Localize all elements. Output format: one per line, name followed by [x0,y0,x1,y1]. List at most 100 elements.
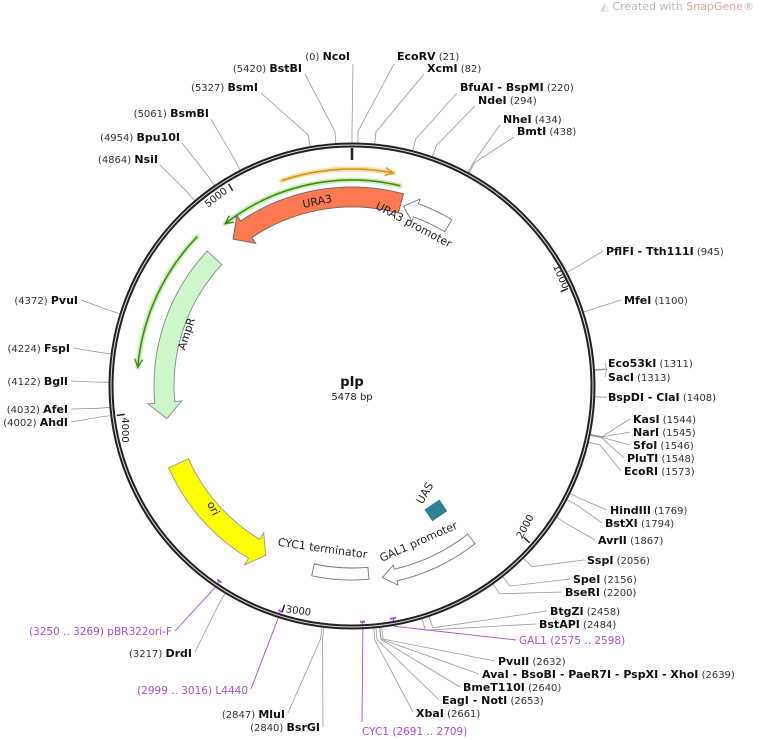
tick-mark [560,287,569,293]
enzyme-label[interactable]: XbaI (2661) [416,707,480,720]
enzyme-label[interactable]: NarI (1545) [633,426,696,439]
enzyme-label[interactable]: EagI - NotI (2653) [442,694,544,707]
enzyme-name: HindIII [610,504,651,517]
enzyme-leader-line [70,380,110,383]
enzyme-leader-line [381,627,496,662]
feature-label: URA3 [301,192,333,211]
enzyme-position: (2639) [702,670,735,681]
primer-mark [389,616,397,620]
enzyme-name: EcoRV [397,50,436,63]
enzyme-label[interactable]: (3217) DrdI [129,647,192,660]
enzyme-label[interactable]: Eco53kI (1311) [608,357,693,370]
enzyme-label[interactable]: EcoRV (21) [397,50,459,63]
enzyme-label[interactable]: (4032) AfeI [7,403,68,416]
enzyme-leader-line [351,63,354,143]
enzyme-label[interactable]: (4372) PvuI [14,294,78,307]
green-feature-arrow[interactable] [224,179,401,225]
tick-mark [523,536,531,544]
enzyme-leader-line [322,627,325,728]
enzyme-label[interactable]: MfeI (1100) [624,294,688,307]
enzyme-name: SpeI [573,573,600,586]
enzyme-label[interactable]: SpeI (2156) [573,573,637,586]
enzyme-leader-line [374,73,425,145]
enzyme-label[interactable]: (4122) BglI [7,375,68,388]
enzyme-label[interactable]: BmtI (438) [517,125,576,138]
enzyme-label[interactable]: (5327) BsmI [191,81,258,94]
enzyme-label[interactable]: BstAPI (2484) [539,618,616,631]
enzyme-label[interactable]: KasI (1544) [633,413,696,426]
enzyme-position: (4864) [98,155,131,166]
enzyme-label[interactable]: AvrII (1867) [598,534,663,547]
uas-box[interactable] [424,499,448,522]
enzyme-label[interactable]: XcmI (82) [427,62,481,75]
enzyme-name: BfuAI - BspMI [460,81,544,94]
plasmid-length: 5478 bp [331,392,372,403]
enzyme-position: (2200) [603,588,636,599]
enzyme-label[interactable]: (4954) Bpu10I [100,131,180,144]
enzyme-label[interactable]: (4002) AhdI [3,416,68,429]
enzyme-label[interactable]: (2847) MluI [222,708,285,721]
ori-arrow[interactable] [167,458,267,566]
enzyme-label[interactable]: BspDI - ClaI (1408) [608,391,716,404]
ura3-arrow[interactable] [232,186,405,245]
enzyme-leader-line [428,610,548,629]
enzyme-label[interactable]: NheI (434) [503,113,562,126]
enzyme-leader-line [379,627,461,688]
enzyme-name: PluTI [627,452,658,465]
enzyme-name: DrdI [165,647,192,660]
enzyme-name: PvuII [498,655,529,668]
enzyme-label[interactable]: NdeI (294) [478,94,537,107]
enzyme-position: (294) [510,96,537,107]
enzyme-position: (1546) [661,441,694,452]
enzyme-label[interactable]: BfuAI - BspMI (220) [460,81,574,94]
enzyme-position: (4954) [100,133,133,144]
enzyme-leader-line [583,299,622,313]
enzyme-label[interactable]: BseRI (2200) [565,586,637,599]
enzyme-label[interactable]: (0) NcoI [305,50,350,63]
enzyme-name: KasI [633,413,660,426]
enzyme-label[interactable]: PvuII (2632) [498,655,566,668]
primer-label[interactable]: (2999 .. 3016) L4440 [137,685,248,697]
primer-label[interactable]: CYC1 (2691 .. 2709) [362,726,467,738]
ampr-arrow[interactable] [146,250,223,420]
enzyme-position: (1545) [662,428,695,439]
enzyme-name: BmeT110I [463,681,525,694]
ampr-green-arrow[interactable] [137,236,198,368]
primer-mark [216,578,223,584]
orange-feature-arrow[interactable] [281,168,394,182]
enzyme-label[interactable]: (5061) BsmBI [134,107,209,120]
enzyme-label[interactable]: EcoRI (1573) [624,465,695,478]
labels: (0) NcoI(5420) BstBI (5327) BsmI (5061) Bs… [3,50,735,738]
enzyme-position: (3217) [129,649,162,660]
enzyme-label[interactable]: (4864) NsiI [98,153,158,166]
enzyme-position: (5420) [233,64,266,75]
enzyme-label[interactable]: PluTI (1548) [627,452,695,465]
enzyme-leader-line [467,124,501,173]
enzyme-label[interactable]: (4224) FspI [8,342,70,355]
enzyme-position: (2640) [528,683,561,694]
gal1-promoter-arrow[interactable] [381,533,476,586]
enzyme-position: (1769) [654,506,687,517]
enzyme-label[interactable]: SacI (1313) [608,371,671,384]
enzyme-label[interactable]: PflFI - Tth111I (945) [606,245,724,258]
enzyme-label[interactable]: AvaI - BsoBI - PaeR7I - PspXI - XhoI (26… [482,668,735,681]
enzyme-position: (1100) [654,296,687,307]
ura3-promoter-arrow[interactable] [402,198,453,233]
enzyme-label[interactable]: BtgZI (2458) [550,605,620,618]
enzyme-name: FspI [44,342,70,355]
enzyme-label[interactable]: (5420) BstBI [233,62,302,75]
primer-leader-line [250,610,281,690]
enzyme-name: EcoRI [624,465,658,478]
enzyme-label[interactable]: BstXI (1794) [605,517,674,530]
enzyme-label[interactable]: BmeT110I (2640) [463,681,561,694]
enzyme-leader-line [80,299,121,315]
cyc1-terminator-box[interactable] [311,563,370,581]
enzyme-label[interactable]: HindIII (1769) [610,504,688,517]
enzyme-label[interactable]: SspI (2056) [587,554,650,567]
enzyme-label[interactable]: SfoI (1546) [633,439,694,452]
enzyme-position: (945) [697,247,724,258]
primer-label[interactable]: (3250 .. 3269) pBR322ori-F [29,626,172,638]
enzyme-name: BtgZI [550,605,584,618]
primer-label[interactable]: GAL1 (2575 .. 2598) [519,635,625,647]
enzyme-label[interactable]: (2840) BsrGI [250,721,320,734]
